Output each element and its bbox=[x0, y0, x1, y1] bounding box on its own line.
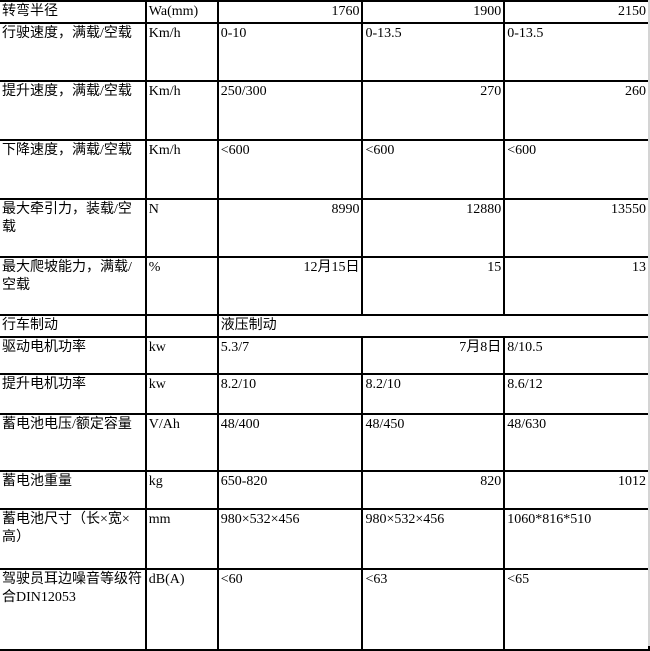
value-cell[interactable]: 12月15日 bbox=[216, 256, 364, 316]
value-cell[interactable]: <63 bbox=[361, 568, 506, 651]
table-row: 行车制动 液压制动 bbox=[0, 314, 649, 338]
table-row: 最大爬坡能力，满载/空载% 12月15日 15 13 bbox=[0, 256, 650, 316]
value-cell[interactable]: 15 bbox=[361, 256, 506, 316]
value-cell[interactable]: 8/10.5 bbox=[503, 336, 650, 375]
row-label-cell[interactable]: 行驶速度，满载/空载 bbox=[0, 22, 147, 82]
table-row: 提升速度，满载/空载 Km/h 250/300 270 260 bbox=[0, 80, 650, 141]
value-cell[interactable]: 820 bbox=[361, 470, 506, 510]
value-cell[interactable]: 7月8日 bbox=[361, 336, 506, 375]
table-row: 最大牵引力，装载/空载 N 8990 12880 13550 bbox=[0, 198, 650, 258]
row-label-cell[interactable]: 蓄电池电压/额定容量 bbox=[0, 413, 147, 472]
row-label-cell[interactable]: 提升速度，满载/空载 bbox=[0, 80, 147, 141]
value-cell[interactable]: 48/630 bbox=[503, 413, 650, 472]
value-cell[interactable]: 0-13.5 bbox=[503, 22, 650, 82]
unit-cell[interactable]: Km/h bbox=[144, 22, 219, 82]
value-cell[interactable]: 1012 bbox=[503, 470, 650, 510]
merged-value-cell[interactable]: 液压制动 bbox=[216, 314, 649, 338]
value-cell[interactable]: <600 bbox=[361, 139, 506, 200]
value-cell[interactable]: 250/300 bbox=[216, 80, 364, 141]
unit-cell[interactable]: V/Ah bbox=[144, 413, 219, 472]
unit-cell[interactable]: mm bbox=[144, 508, 219, 570]
row-label-cell[interactable]: 最大牵引力，装载/空载 bbox=[0, 198, 147, 258]
value-cell[interactable]: 270 bbox=[361, 80, 506, 141]
unit-cell[interactable]: kw bbox=[144, 373, 219, 415]
row-label-cell[interactable]: 转弯半径 bbox=[0, 0, 147, 24]
value-cell[interactable]: <600 bbox=[503, 139, 650, 200]
unit-cell[interactable]: Wa(mm) bbox=[144, 0, 219, 24]
value-cell[interactable]: 0-10 bbox=[216, 22, 364, 82]
value-cell[interactable]: 13550 bbox=[503, 198, 650, 258]
unit-cell[interactable] bbox=[144, 314, 219, 338]
table-row: 下降速度，满载/空载 Km/h <600 <600 <600 bbox=[0, 139, 650, 200]
unit-cell[interactable]: dB(A) bbox=[144, 568, 219, 651]
unit-cell[interactable]: % bbox=[144, 256, 219, 316]
row-label-cell[interactable]: 驱动电机功率 bbox=[0, 336, 147, 375]
value-cell[interactable]: 8.6/12 bbox=[503, 373, 650, 415]
value-cell[interactable]: 980×532×456 bbox=[216, 508, 364, 570]
value-cell[interactable]: 260 bbox=[503, 80, 650, 141]
value-cell[interactable]: 0-13.5 bbox=[361, 22, 506, 82]
row-label-cell[interactable]: 蓄电池重量 bbox=[0, 470, 147, 510]
unit-cell[interactable]: Km/h bbox=[144, 80, 219, 141]
unit-cell[interactable]: N bbox=[144, 198, 219, 258]
value-cell[interactable]: 2150 bbox=[503, 0, 650, 24]
value-cell[interactable]: 5.3/7 bbox=[216, 336, 364, 375]
value-cell[interactable]: 650-820 bbox=[216, 470, 364, 510]
value-cell[interactable]: 8.2/10 bbox=[361, 373, 506, 415]
value-cell[interactable]: 1760 bbox=[216, 0, 364, 24]
value-cell[interactable]: 1060*816*510 bbox=[503, 508, 650, 570]
value-cell[interactable]: 48/450 bbox=[361, 413, 506, 472]
row-label-cell[interactable]: 下降速度，满载/空载 bbox=[0, 139, 147, 200]
value-cell[interactable]: <600 bbox=[216, 139, 364, 200]
value-cell[interactable]: 8.2/10 bbox=[216, 373, 364, 415]
table-row: 驾驶员耳边噪音等级符合DIN12053 dB(A) <60 <63 <65 bbox=[0, 568, 650, 651]
table-row: 蓄电池电压/额定容量 V/Ah 48/400 48/450 48/630 bbox=[0, 413, 650, 472]
value-cell[interactable]: 8990 bbox=[216, 198, 364, 258]
row-label-cell[interactable]: 行车制动 bbox=[0, 314, 147, 338]
table-row: 提升电机功率 kw 8.2/10 8.2/10 8.6/12 bbox=[0, 373, 650, 415]
value-cell[interactable]: 48/400 bbox=[216, 413, 364, 472]
table-row: 蓄电池重量 kg 650-820 820 1012 bbox=[0, 470, 650, 510]
unit-cell[interactable]: kw bbox=[144, 336, 219, 375]
row-label-cell[interactable]: 蓄电池尺寸（长×宽×高） bbox=[0, 508, 147, 570]
value-cell[interactable]: <65 bbox=[503, 568, 650, 651]
row-label-cell[interactable]: 最大爬坡能力，满载/空载 bbox=[0, 256, 147, 316]
unit-cell[interactable]: kg bbox=[144, 470, 219, 510]
value-cell[interactable]: 1900 bbox=[361, 0, 506, 24]
table-row: 转弯半径 Wa(mm) 1760 1900 2150 bbox=[0, 0, 650, 24]
table-row: 行驶速度，满载/空载 Km/h 0-10 0-13.5 0-13.5 bbox=[0, 22, 650, 82]
row-label-cell[interactable]: 驾驶员耳边噪音等级符合DIN12053 bbox=[0, 568, 147, 651]
unit-cell[interactable]: Km/h bbox=[144, 139, 219, 200]
value-cell[interactable]: <60 bbox=[216, 568, 364, 651]
table-row: 蓄电池尺寸（长×宽×高） mm 980×532×456 980×532×456 1060… bbox=[0, 508, 650, 570]
row-label-cell[interactable]: 提升电机功率 bbox=[0, 373, 147, 415]
value-cell[interactable]: 12880 bbox=[361, 198, 506, 258]
scrollbar-edge bbox=[648, 0, 650, 646]
value-cell[interactable]: 13 bbox=[503, 256, 650, 316]
value-cell[interactable]: 980×532×456 bbox=[361, 508, 506, 570]
table-row: 驱动电机功率 kw 5.3/7 7月8日 8/10.5 bbox=[0, 336, 650, 375]
